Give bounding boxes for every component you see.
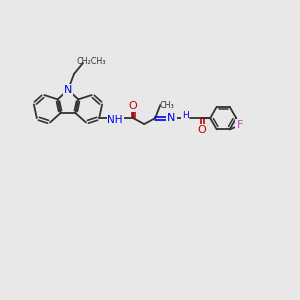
Text: N: N <box>167 113 176 123</box>
Text: NH: NH <box>107 115 123 125</box>
Text: CH₂CH₃: CH₂CH₃ <box>76 58 106 67</box>
Text: N: N <box>64 85 72 95</box>
Text: H: H <box>182 111 189 120</box>
Text: O: O <box>129 101 138 111</box>
Text: CH₃: CH₃ <box>160 100 175 109</box>
Text: F: F <box>236 120 243 130</box>
Text: O: O <box>198 125 207 135</box>
